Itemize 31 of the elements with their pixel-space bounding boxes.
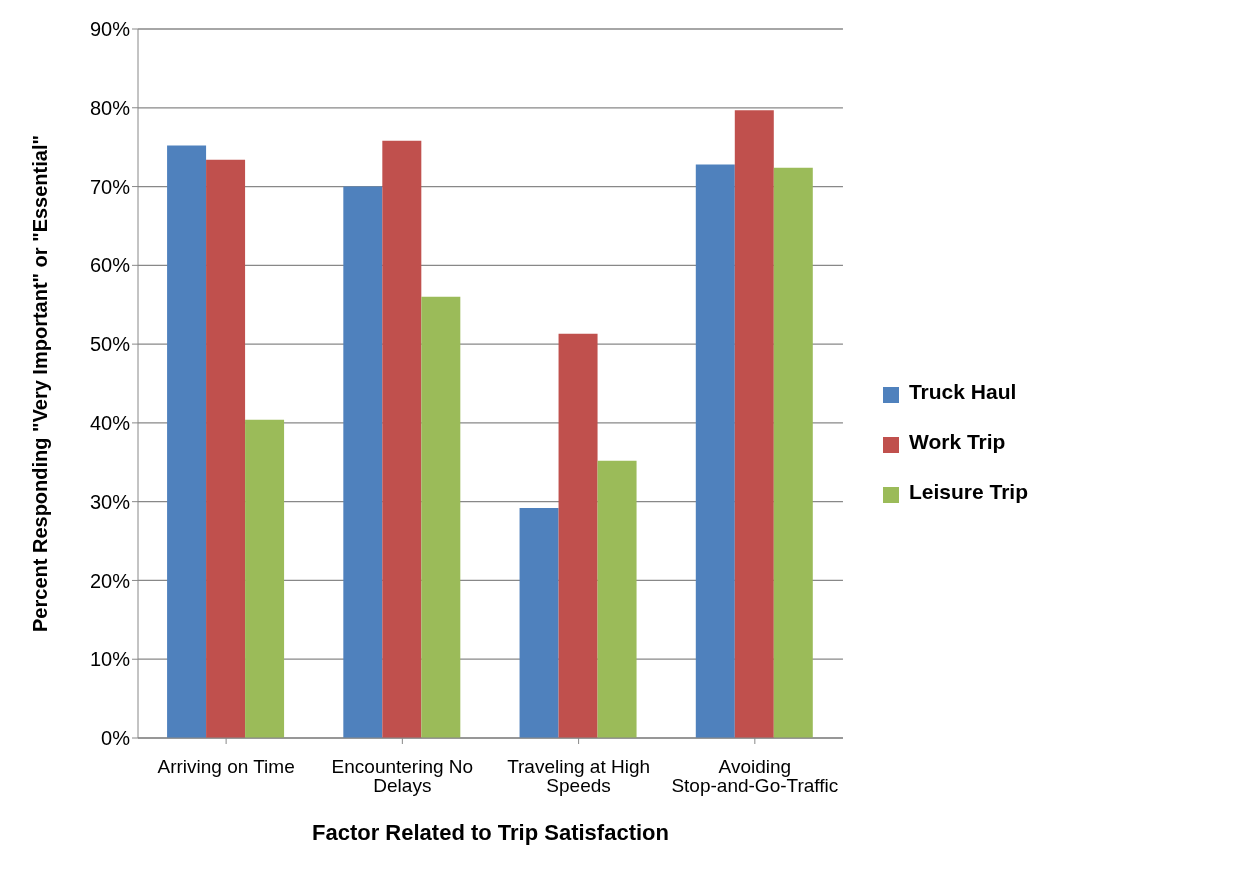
bar bbox=[421, 296, 461, 738]
y-tick-label: 80% bbox=[89, 96, 131, 119]
x-tick-label: Avoiding Stop-and-Go-Traffic bbox=[671, 756, 839, 797]
y-tick-label: 70% bbox=[89, 175, 131, 198]
y-tick-label: 10% bbox=[89, 648, 131, 671]
y-tick-label: 50% bbox=[89, 333, 131, 356]
x-axis-title: Factor Related to Trip Satisfaction bbox=[312, 820, 669, 845]
bar bbox=[343, 186, 383, 738]
x-tick-label: Arriving on Time bbox=[157, 756, 295, 778]
bar bbox=[245, 419, 285, 738]
bar bbox=[167, 145, 207, 738]
legend-label: Work Trip bbox=[908, 430, 1006, 453]
y-tick-label: 20% bbox=[89, 569, 131, 592]
bar bbox=[734, 110, 774, 738]
y-tick-label: 60% bbox=[89, 254, 131, 277]
legend-label: Leisure Trip bbox=[908, 480, 1028, 503]
bar bbox=[382, 140, 422, 738]
legend-label: Truck Haul bbox=[908, 380, 1017, 403]
bar bbox=[519, 507, 559, 738]
bar bbox=[597, 460, 637, 738]
y-tick-label: 30% bbox=[89, 490, 131, 513]
x-tick-label: Encountering No Delays bbox=[331, 756, 474, 797]
bar bbox=[206, 159, 246, 738]
y-tick-label: 40% bbox=[89, 411, 131, 434]
y-axis-title: Percent Responding "Very Important" or "Essential" bbox=[29, 135, 52, 632]
bar bbox=[773, 167, 813, 738]
y-tick-label: 90% bbox=[89, 18, 131, 41]
x-tick-label: Traveling at High Speeds bbox=[507, 756, 651, 797]
y-tick-label: 0% bbox=[101, 727, 131, 750]
bar bbox=[695, 164, 735, 738]
bar bbox=[558, 333, 598, 738]
